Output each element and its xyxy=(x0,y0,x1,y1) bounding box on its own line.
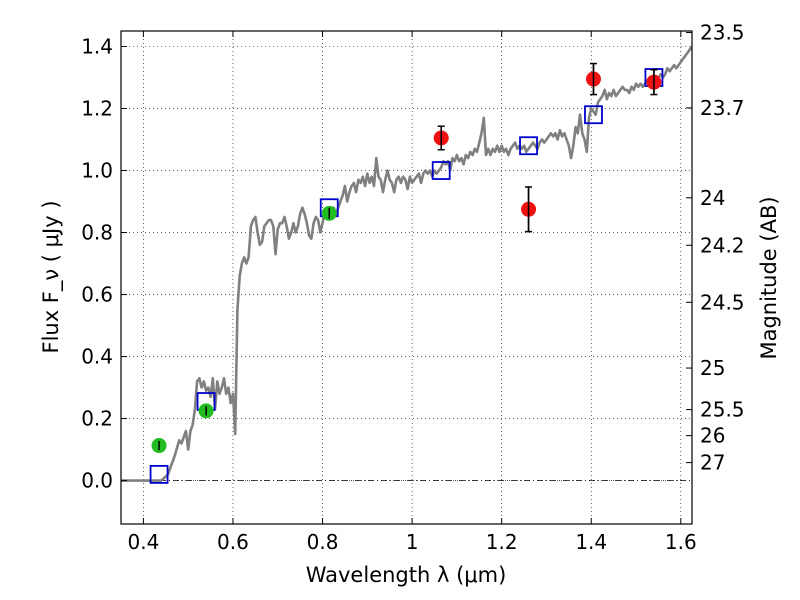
y2-tick-label: 25.5 xyxy=(700,398,745,422)
x-tick-label: 0.4 xyxy=(127,530,159,554)
grid-lines xyxy=(121,31,692,524)
y-tick-label: 1.2 xyxy=(81,97,113,121)
model-flux-square xyxy=(431,161,451,180)
y2-tick-label: 23.5 xyxy=(700,21,745,45)
y2-axis-ticks: 23.5 23.7 24 24.2 24.5 25 25.526 27 xyxy=(686,21,745,475)
y2-tick-label: 24 xyxy=(700,186,725,210)
axes-frame xyxy=(120,30,693,525)
y-axis-ticks: 0.0 0.2 0.4 0.6 0.8 1.0 1.2 1.4 xyxy=(81,35,127,493)
x-tick-label: 0.6 xyxy=(217,530,249,554)
y2-tick-label: 24.2 xyxy=(700,233,745,257)
axes xyxy=(120,30,693,525)
y2-tick-label: 26 xyxy=(700,424,725,448)
y-axis-title: Flux F_ν ( μJy ) xyxy=(39,200,64,353)
y-tick-label: 0.0 xyxy=(81,469,113,493)
x-tick-label: 1.4 xyxy=(575,530,607,554)
model-flux-square xyxy=(584,105,603,125)
model-spectrum-line xyxy=(121,45,692,482)
y-tick-label: 0.6 xyxy=(81,283,113,307)
y-tick-label: 0.2 xyxy=(81,407,113,431)
x-tick-label: 1.2 xyxy=(486,530,518,554)
x-tick-label: 0.8 xyxy=(307,530,339,554)
x-tick-label: 1 xyxy=(406,530,419,554)
y2-tick-label: 25 xyxy=(700,356,725,380)
y-tick-label: 0.4 xyxy=(81,345,113,369)
y-tick-label: 1.4 xyxy=(81,35,113,59)
x-axis-ticks: 0.4 0.6 0.8 1 1.2 1.4 1.6 xyxy=(127,31,697,554)
y2-tick-label: 23.7 xyxy=(700,96,745,120)
y2-axis-title: Magnitude (AB) xyxy=(757,196,781,359)
y-tick-label: 0.8 xyxy=(81,221,113,245)
model-flux-square xyxy=(519,136,538,156)
y2-tick-label: 27 xyxy=(700,451,725,475)
plot-area xyxy=(121,45,692,484)
model-flux-square xyxy=(149,464,169,484)
y-tick-label: 1.0 xyxy=(81,159,113,183)
x-axis-title: Wavelength λ (μm) xyxy=(306,563,507,587)
x-tick-label: 1.6 xyxy=(665,530,697,554)
y2-tick-label: 24.5 xyxy=(700,290,745,314)
